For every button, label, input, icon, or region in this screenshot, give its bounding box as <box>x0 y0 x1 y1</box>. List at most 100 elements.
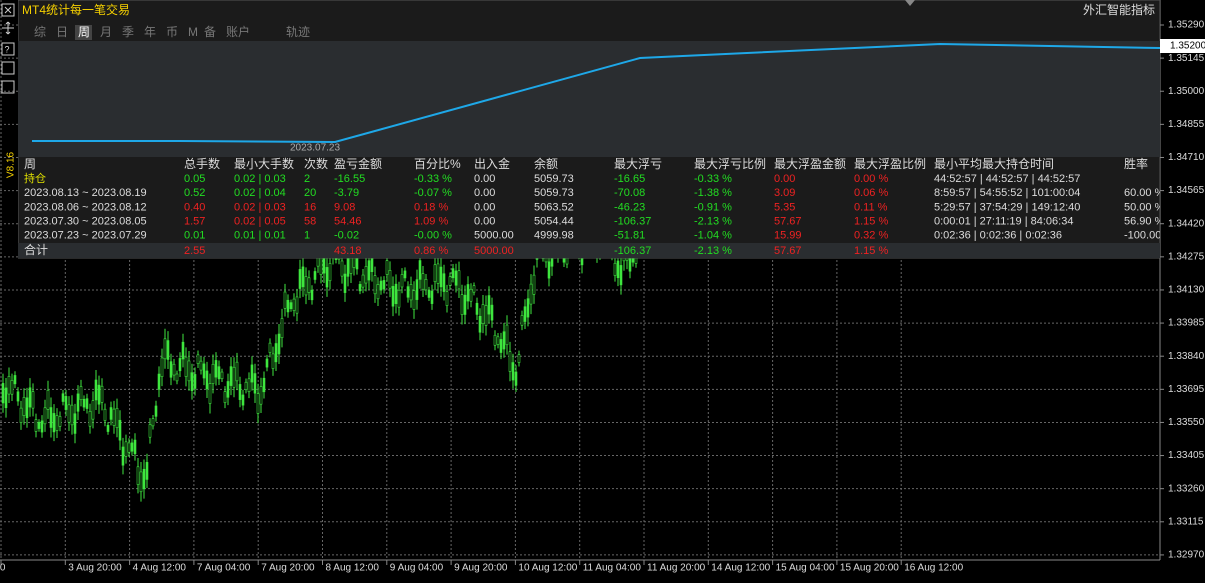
cell: -46.23 <box>614 201 645 213</box>
candle-body <box>211 363 215 384</box>
candle-body <box>214 360 218 378</box>
candle-body <box>100 385 104 403</box>
candle-body <box>397 289 401 308</box>
cell: 0.32 % <box>854 230 888 242</box>
candle-body <box>487 295 491 315</box>
cell: 44:52:57 | 44:52:57 | 44:52:57 <box>934 173 1080 185</box>
candle-body <box>445 291 449 306</box>
settings-button[interactable] <box>1 61 15 75</box>
tab[interactable]: 综 <box>34 25 46 39</box>
x-tick-label: 9 Aug 04:00 <box>390 563 444 574</box>
candle-body <box>517 354 521 363</box>
move-button[interactable] <box>2 21 14 35</box>
y-tick-label: 1.34565 <box>1168 185 1205 196</box>
column-header: 周 <box>24 157 36 171</box>
cell: -106.37 <box>614 245 651 257</box>
x-tick-label: 7 Aug 20:00 <box>261 563 315 574</box>
cell: 3.09 <box>774 187 795 199</box>
candle-body <box>70 404 74 426</box>
cell: 0.18 % <box>414 201 448 213</box>
candle-body <box>319 256 323 275</box>
tab[interactable]: 币 <box>166 25 178 39</box>
candle-body <box>394 283 398 304</box>
candle-body <box>406 286 410 298</box>
candle-body <box>292 298 296 311</box>
candle-body <box>118 419 122 441</box>
candle-body <box>127 442 131 453</box>
y-tick-label: 1.33840 <box>1168 351 1205 362</box>
x-tick-label: 9 Aug 20:00 <box>454 563 508 574</box>
tab[interactable]: 周 <box>78 25 90 39</box>
tab[interactable]: 月 <box>100 25 112 39</box>
candle-body <box>172 363 176 376</box>
cell: 0.86 % <box>414 245 448 257</box>
candle-body <box>52 413 56 433</box>
candle-body <box>346 256 350 277</box>
equity-line <box>32 42 1160 144</box>
x-tick-label: 8 Aug 12:00 <box>326 563 380 574</box>
candle-body <box>274 343 278 363</box>
brand: 外汇智能指标 <box>1083 2 1155 17</box>
y-tick-label: 1.33985 <box>1168 318 1205 329</box>
cell: 4999.98 <box>534 230 574 242</box>
cell: 0.00 <box>774 173 795 185</box>
candle-body <box>40 420 44 433</box>
tab[interactable]: 账户 <box>226 24 250 39</box>
x-tick-label: 15 Aug 20:00 <box>840 563 899 574</box>
tab[interactable]: 日 <box>56 25 68 39</box>
candle-body <box>184 356 188 377</box>
candle-body <box>160 357 164 378</box>
candle-body <box>427 290 431 298</box>
candle-body <box>433 264 437 283</box>
candle-body <box>205 370 209 390</box>
y-tick-label: 1.33695 <box>1168 384 1205 395</box>
candle-body <box>241 394 245 406</box>
y-tick-label: 1.34420 <box>1168 218 1205 229</box>
cell: 43.18 <box>334 245 362 257</box>
candle-body <box>373 275 377 295</box>
candle-body <box>148 424 152 438</box>
candle-body <box>193 374 197 389</box>
y-tick-label: 1.35000 <box>1168 86 1205 97</box>
candle-body <box>85 398 89 409</box>
candle-body <box>34 419 38 432</box>
candle-body <box>130 442 134 452</box>
candle-body <box>79 386 83 401</box>
candle-body <box>43 407 47 425</box>
close-button[interactable] <box>1 3 15 17</box>
candle-body <box>97 384 101 405</box>
candle-body <box>304 276 308 296</box>
candle-body <box>457 270 461 290</box>
tab[interactable]: 轨迹 <box>286 25 310 39</box>
cell: 15.99 <box>774 230 802 242</box>
candle-body <box>25 397 29 419</box>
row-label: 合计 <box>24 242 48 257</box>
candle-body <box>547 261 551 279</box>
candle-body <box>283 291 287 309</box>
candle-body <box>367 260 371 281</box>
tabs: 综日周月季年币 M 备账户 轨迹 <box>34 24 310 40</box>
candle-body <box>208 383 212 404</box>
restore-button[interactable] <box>1 80 15 94</box>
cell: 0.00 <box>474 201 495 213</box>
x-tick-label: 14 Aug 12:00 <box>711 563 770 574</box>
cell: 0.00 <box>474 216 495 228</box>
scroll-marker <box>905 0 915 6</box>
column-header: 盈亏金额 <box>334 156 382 171</box>
candle-body <box>616 260 620 279</box>
tab[interactable]: 备 <box>204 25 216 39</box>
candle-body <box>157 373 161 390</box>
toolbar <box>1 3 15 94</box>
help-button[interactable] <box>1 42 15 56</box>
cell: 0.40 <box>184 201 205 213</box>
tab[interactable]: 季 <box>122 25 134 39</box>
candle-body <box>358 284 362 292</box>
tab[interactable]: 年 <box>144 25 156 39</box>
candle-body <box>19 407 23 423</box>
cell: 5000.00 <box>474 245 514 257</box>
cell: 56.90 % <box>1124 216 1165 228</box>
cell: 0.11 % <box>854 201 888 213</box>
tab[interactable]: M <box>188 25 198 39</box>
cell: 2.55 <box>184 245 205 257</box>
